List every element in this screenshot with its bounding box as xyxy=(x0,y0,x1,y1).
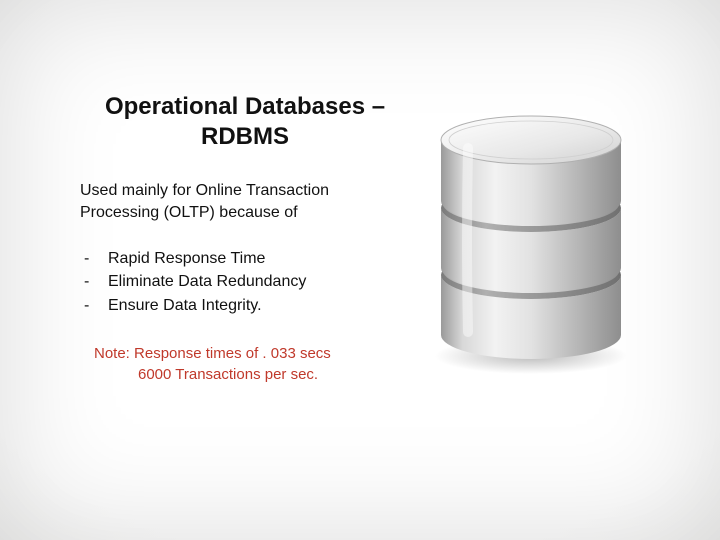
slide: Operational Databases – RDBMS Used mainl… xyxy=(0,0,720,540)
slide-subtitle: Used mainly for Online Transaction Proce… xyxy=(80,180,410,223)
slide-title: Operational Databases – RDBMS xyxy=(80,92,410,152)
note-line1: Response times of . 033 secs xyxy=(134,345,331,362)
database-icon xyxy=(426,100,636,385)
list-item: Rapid Response Time xyxy=(80,247,410,270)
note-label: Note: xyxy=(94,345,130,362)
note-line2: 6000 Transactions per sec. xyxy=(94,364,410,385)
text-content: Operational Databases – RDBMS Used mainl… xyxy=(80,92,410,385)
list-item: Ensure Data Integrity. xyxy=(80,294,410,317)
note-text: Note: Response times of . 033 secs 6000 … xyxy=(80,343,410,385)
bullet-list: Rapid Response Time Eliminate Data Redun… xyxy=(80,247,410,317)
list-item: Eliminate Data Redundancy xyxy=(80,270,410,293)
